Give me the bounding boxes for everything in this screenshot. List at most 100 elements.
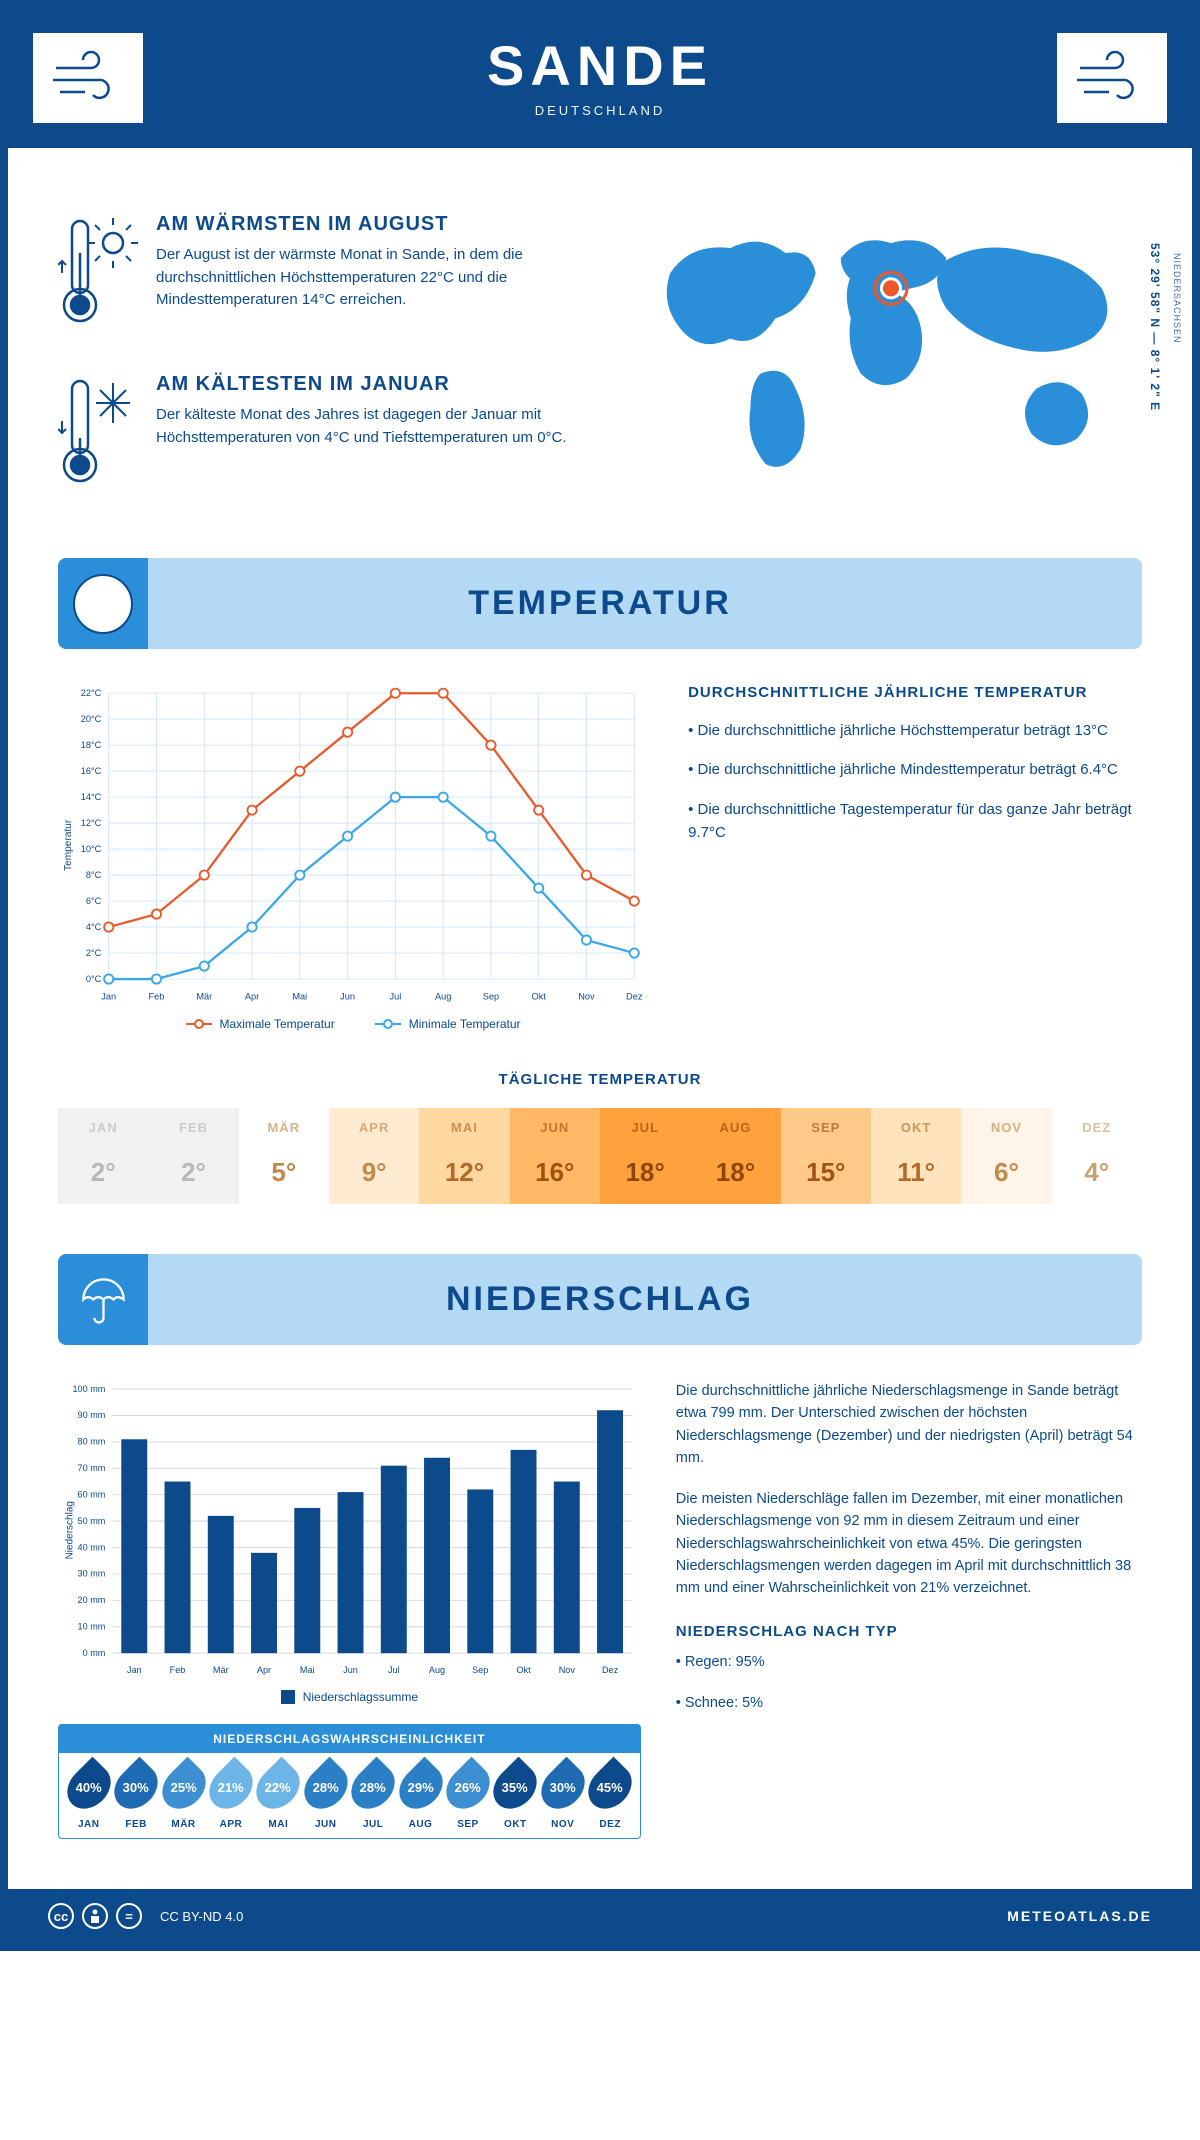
temperature-section-header: TEMPERATUR xyxy=(58,558,1142,649)
svg-text:60 mm: 60 mm xyxy=(78,1489,106,1499)
avg-temp-p3: • Die durchschnittliche Tagestemperatur … xyxy=(688,798,1142,845)
prob-cell: 21%APR xyxy=(207,1763,254,1830)
daily-temp-table: JAN2°FEB2°MÄR5°APR9°MAI12°JUN16°JUL18°AU… xyxy=(58,1108,1142,1204)
daily-cell: SEP15° xyxy=(781,1108,871,1204)
precip-snow: • Schnee: 5% xyxy=(676,1692,1142,1714)
avg-temp-p2: • Die durchschnittliche jährliche Mindes… xyxy=(688,758,1142,781)
daily-cell: OKT11° xyxy=(871,1108,961,1204)
avg-temp-title: DURCHSCHNITTLICHE JÄHRLICHE TEMPERATUR xyxy=(688,684,1142,701)
svg-text:12°C: 12°C xyxy=(81,818,102,828)
daily-temp-title: TÄGLICHE TEMPERATUR xyxy=(58,1071,1142,1088)
svg-text:Aug: Aug xyxy=(435,991,451,1001)
by-icon xyxy=(82,1903,108,1929)
svg-text:Sep: Sep xyxy=(472,1665,488,1675)
prob-cell: 30%NOV xyxy=(539,1763,586,1830)
precip-p2: Die meisten Niederschläge fallen im Deze… xyxy=(676,1488,1142,1600)
footer: cc = CC BY-ND 4.0 METEOATLAS.DE xyxy=(8,1889,1192,1943)
svg-text:Jan: Jan xyxy=(127,1665,142,1675)
svg-text:10°C: 10°C xyxy=(81,844,102,854)
prob-cell: 26%SEP xyxy=(444,1763,491,1830)
svg-text:40 mm: 40 mm xyxy=(78,1542,106,1552)
svg-text:10 mm: 10 mm xyxy=(78,1621,106,1631)
precip-p1: Die durchschnittliche jährliche Niedersc… xyxy=(676,1380,1142,1470)
svg-text:Nov: Nov xyxy=(578,991,595,1001)
prob-cell: 28%JUL xyxy=(349,1763,396,1830)
svg-text:20 mm: 20 mm xyxy=(78,1595,106,1605)
svg-text:Jul: Jul xyxy=(389,991,401,1001)
svg-text:2°C: 2°C xyxy=(86,948,102,958)
prob-title: NIEDERSCHLAGSWAHRSCHEINLICHKEIT xyxy=(59,1725,640,1753)
svg-text:Mai: Mai xyxy=(300,1665,315,1675)
daily-cell: FEB2° xyxy=(148,1108,238,1204)
warmest-text: Der August ist der wärmste Monat in Sand… xyxy=(156,244,610,312)
svg-text:4°C: 4°C xyxy=(86,922,102,932)
daily-cell: APR9° xyxy=(329,1108,419,1204)
svg-text:Niederschlag: Niederschlag xyxy=(65,1501,76,1559)
precip-type-title: NIEDERSCHLAG NACH TYP xyxy=(676,1620,1142,1643)
svg-text:80 mm: 80 mm xyxy=(78,1436,106,1446)
prob-cell: 25%MÄR xyxy=(160,1763,207,1830)
svg-text:Mär: Mär xyxy=(213,1665,229,1675)
world-map: 53° 29' 58" N — 8° 1' 2" E NIEDERSACHSEN xyxy=(640,213,1142,533)
coldest-fact: AM KÄLTESTEN IM JANUAR Der kälteste Mona… xyxy=(58,373,610,498)
umbrella-icon xyxy=(76,1272,131,1327)
svg-text:Feb: Feb xyxy=(170,1665,186,1675)
prob-cell: 40%JAN xyxy=(65,1763,112,1830)
svg-text:Dez: Dez xyxy=(602,1665,619,1675)
prob-cell: 30%FEB xyxy=(112,1763,159,1830)
svg-text:70 mm: 70 mm xyxy=(78,1463,106,1473)
svg-text:Feb: Feb xyxy=(149,991,165,1001)
coldest-title: AM KÄLTESTEN IM JANUAR xyxy=(156,373,610,396)
prob-cell: 45%DEZ xyxy=(586,1763,633,1830)
avg-temp-p1: • Die durchschnittliche jährliche Höchst… xyxy=(688,719,1142,742)
svg-text:30 mm: 30 mm xyxy=(78,1568,106,1578)
daily-cell: MÄR5° xyxy=(239,1108,329,1204)
legend-max: Maximale Temperatur xyxy=(220,1017,335,1031)
cc-icon: cc xyxy=(48,1903,74,1929)
svg-text:Sep: Sep xyxy=(483,991,499,1001)
daily-cell: JUN16° xyxy=(510,1108,600,1204)
svg-text:Jan: Jan xyxy=(101,991,116,1001)
daily-cell: DEZ4° xyxy=(1052,1108,1142,1204)
svg-text:22°C: 22°C xyxy=(81,688,102,698)
nd-icon: = xyxy=(116,1903,142,1929)
svg-text:Nov: Nov xyxy=(559,1665,576,1675)
svg-text:18°C: 18°C xyxy=(81,740,102,750)
svg-text:Okt: Okt xyxy=(516,1665,531,1675)
city-title: SANDE xyxy=(8,33,1192,98)
daily-cell: MAI12° xyxy=(419,1108,509,1204)
svg-text:Jun: Jun xyxy=(340,991,355,1001)
precip-legend: Niederschlagssumme xyxy=(303,1690,418,1704)
svg-text:8°C: 8°C xyxy=(86,870,102,880)
daily-cell: JAN2° xyxy=(58,1108,148,1204)
prob-cell: 22%MAI xyxy=(255,1763,302,1830)
sun-icon xyxy=(73,574,133,634)
svg-text:Aug: Aug xyxy=(429,1665,445,1675)
daily-cell: AUG18° xyxy=(690,1108,780,1204)
svg-text:Mai: Mai xyxy=(292,991,307,1001)
precipitation-section-header: NIEDERSCHLAG xyxy=(58,1254,1142,1345)
svg-text:14°C: 14°C xyxy=(81,792,102,802)
prob-cell: 29%AUG xyxy=(397,1763,444,1830)
svg-text:Apr: Apr xyxy=(257,1665,271,1675)
svg-text:Dez: Dez xyxy=(626,991,643,1001)
warmest-title: AM WÄRMSTEN IM AUGUST xyxy=(156,213,610,236)
svg-text:Jul: Jul xyxy=(388,1665,400,1675)
country-subtitle: DEUTSCHLAND xyxy=(8,103,1192,118)
coordinates: 53° 29' 58" N — 8° 1' 2" E xyxy=(1148,243,1162,411)
svg-text:50 mm: 50 mm xyxy=(78,1516,106,1526)
daily-cell: NOV6° xyxy=(961,1108,1051,1204)
daily-cell: JUL18° xyxy=(600,1108,690,1204)
temperature-line-chart: 0°C2°C4°C6°C8°C10°C12°C14°C16°C18°C20°C2… xyxy=(58,684,648,1031)
region: NIEDERSACHSEN xyxy=(1172,253,1182,344)
svg-text:Okt: Okt xyxy=(532,991,547,1001)
license-text: CC BY-ND 4.0 xyxy=(160,1909,243,1924)
site-name: METEOATLAS.DE xyxy=(1007,1908,1152,1924)
svg-text:20°C: 20°C xyxy=(81,714,102,724)
coldest-text: Der kälteste Monat des Jahres ist dagege… xyxy=(156,404,610,449)
precipitation-bar-chart: 0 mm10 mm20 mm30 mm40 mm50 mm60 mm70 mm8… xyxy=(58,1380,641,1680)
thermometer-sun-icon xyxy=(58,213,138,338)
temperature-title: TEMPERATUR xyxy=(468,584,732,622)
prob-cell: 28%JUN xyxy=(302,1763,349,1830)
legend-min: Minimale Temperatur xyxy=(409,1017,521,1031)
